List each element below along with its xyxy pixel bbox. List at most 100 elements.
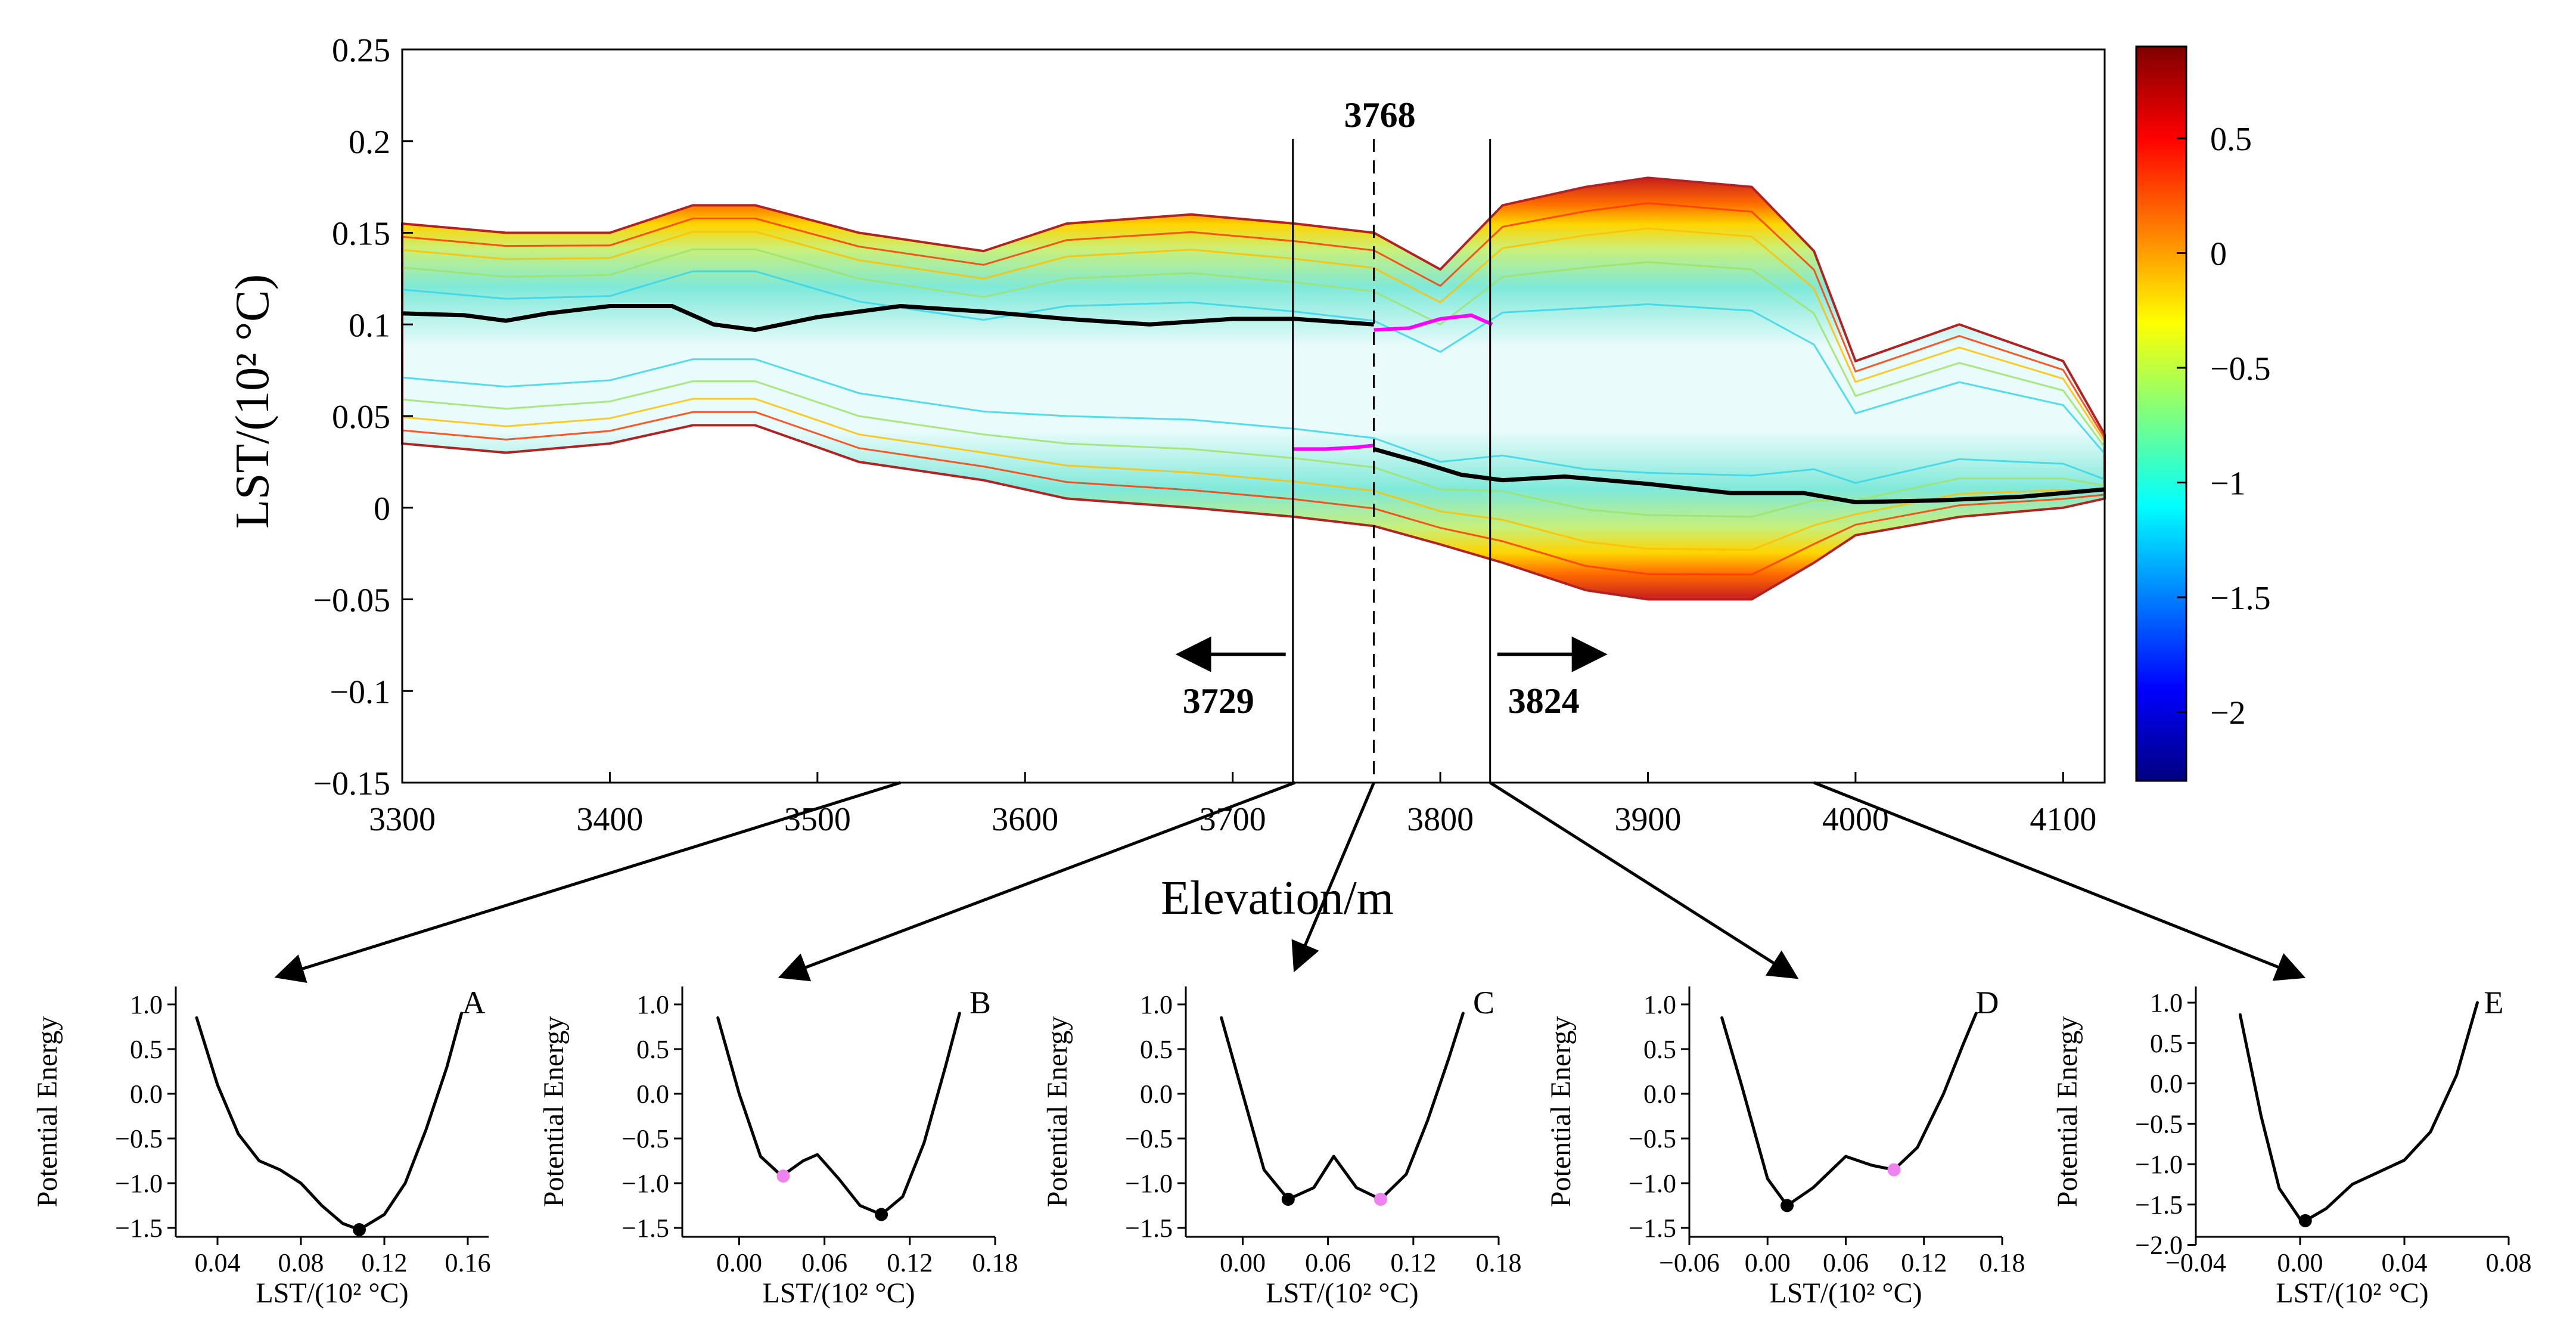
colorbar-tick-label: −1 [2210,466,2246,502]
subplot-y-axis-label: Potential Energy [1042,1016,1073,1207]
main-series-group [402,304,2105,504]
colorbar-tick-label: −0.5 [2210,350,2271,387]
subplot-y-tick-label: −1.5 [1629,1214,1676,1243]
x-tick-label: 4000 [1822,801,1889,838]
colorbar-gradient [2135,45,2187,782]
subplot-y-axis-label: Potential Energy [32,1016,63,1207]
subplot-x-tick-label: 0.06 [1823,1248,1869,1277]
contour-band [401,176,2106,601]
subplot-E: −0.04 0.00 0.04 0.08 1.0 0.5 0.0 −0.5 −1.0 −1.5 −2… [2052,985,2532,1309]
y-tick-label: −0.1 [330,674,390,711]
subplot-y-tick-label: 1.0 [636,990,669,1019]
connector-arrow [1291,782,1375,973]
potential-curve [1720,1012,1978,1207]
stable-point-marker [353,1223,366,1236]
threshold-label: 3768 [1344,95,1416,135]
x-tick-label: 4100 [2030,801,2096,838]
y-tick-label: 0.2 [349,124,390,161]
subplot-panel-label: B [970,985,991,1020]
subplot-y-tick-label: 1.0 [2150,988,2183,1017]
subplot-A: 0.04 0.08 0.12 0.16 1.0 0.5 0.0 −0.5 −1.0 −1.5 LST… [32,985,491,1309]
subplot-panel-label: A [462,985,486,1020]
threshold-label: 3824 [1508,681,1580,721]
main-x-ticks: 3300 3400 3500 3600 3700 3800 3900 4000 4100 [369,772,2096,838]
y-tick-label: 0.1 [349,307,390,344]
subplot-y-tick-label: 1.0 [1140,990,1173,1019]
y-tick-label: −0.15 [313,765,390,802]
subplot-y-axis-label: Potential Energy [2052,1016,2083,1207]
subplot-x-axis-label: LST/(10² °C) [762,1277,915,1309]
subplot-x-tick-label: −0.04 [2165,1248,2226,1277]
subplot-y-tick-label: −1.5 [622,1214,669,1243]
stable-point-marker [776,1169,790,1183]
subplot-x-tick-label: 0.00 [1220,1248,1266,1277]
subplot-x-tick-label: 0.00 [2277,1248,2323,1277]
subplot-y-tick-label: −1.0 [115,1169,163,1198]
connector-arrow [1813,781,2306,981]
potential-curve [2238,1001,2479,1223]
main-series-line [1292,443,1374,451]
stable-point-marker [1887,1163,1901,1177]
subplot-y-tick-label: 0.5 [2150,1029,2183,1058]
subplot-y-tick-label: −0.5 [1125,1124,1173,1153]
subplot-y-tick-label: −1.5 [2135,1190,2183,1220]
subplot-x-axis-label: LST/(10² °C) [2276,1277,2428,1309]
subplot-y-tick-label: 0.5 [1643,1035,1676,1064]
subplot-y-tick-label: 0.5 [636,1035,669,1064]
main-x-axis-label: Elevation/m [1161,872,1394,925]
subplot-y-tick-label: −1.0 [1629,1169,1676,1198]
subplot-x-tick-label: 0.06 [1305,1248,1351,1277]
subplot-x-axis-label: LST/(10² °C) [256,1277,408,1309]
subplot-y-axis-label: Potential Energy [538,1016,570,1207]
x-tick-label: 3800 [1407,801,1474,838]
x-tick-label: 3500 [784,801,851,838]
threshold-lines: 3729 3768 3824 [1175,95,1608,783]
main-series-line [1374,313,1493,332]
subplot-y-axis-label: Potential Energy [1545,1016,1577,1207]
subplot-x-tick-label: 0.12 [362,1248,408,1277]
connector-arrow [1489,781,1799,979]
subplot-B: 0.00 0.06 0.12 0.18 1.0 0.5 0.0 −0.5 −1.0 −1.5 LST… [538,985,1018,1309]
subplot-y-tick-label: 1.0 [1643,990,1676,1019]
subplot-x-tick-label: 0.18 [972,1248,1018,1277]
y-tick-label: −0.05 [313,582,390,619]
subplot-x-tick-label: 0.16 [445,1248,491,1277]
potential-curve [195,1012,463,1231]
colorbar-tick-label: 0.5 [2210,121,2252,158]
subplot-y-tick-label: 0.5 [130,1035,163,1064]
subplot-y-tick-label: −1.5 [1125,1214,1173,1243]
potential-curve [1220,1012,1465,1201]
subplot-x-tick-label: 0.18 [1476,1248,1522,1277]
main-y-ticks: −0.15 −0.1 −0.05 0 0.05 0.1 0.15 0.2 0.25 [313,32,413,802]
potential-subplots: 0.04 0.08 0.12 0.16 1.0 0.5 0.0 −0.5 −1.0 −1.5 LST… [32,985,2532,1309]
subplot-x-tick-label: 0.12 [1390,1248,1436,1277]
subplot-y-tick-label: −0.5 [2135,1109,2183,1138]
subplot-x-tick-label: 0.06 [801,1248,847,1277]
subplot-x-tick-label: 0.00 [1745,1248,1791,1277]
subplot-panel-label: E [2484,985,2504,1020]
contour-line [402,358,2105,484]
subplot-x-tick-label: 0.04 [2382,1248,2428,1277]
subplot-y-tick-label: −1.0 [2135,1150,2183,1179]
stable-point-marker [1281,1193,1295,1206]
subplot-y-tick-label: 0.0 [2150,1069,2183,1099]
colorbar-tick-label: 0 [2210,236,2227,273]
subplot-x-tick-label: 0.12 [887,1248,933,1277]
potential-curve [716,1012,961,1216]
subplot-x-axis-label: LST/(10² °C) [1769,1277,1922,1309]
colorbar: 0.5 0 −0.5 −1 −1.5 −2 [2135,45,2271,782]
subplot-x-axis-label: LST/(10² °C) [1266,1277,1418,1309]
subplot-y-tick-label: 0.0 [1140,1079,1173,1109]
connector-arrow [778,781,1296,982]
stable-point-marker [2298,1214,2312,1227]
subplot-y-tick-label: −1.5 [115,1214,163,1243]
subplot-panel-label: C [1473,985,1494,1020]
subplot-x-tick-label: 0.04 [195,1248,241,1277]
main-series-line [1373,447,2105,504]
subplot-x-tick-label: 0.18 [1980,1248,2025,1277]
x-tick-label: 3600 [992,801,1058,838]
subplot-x-tick-label: 0.08 [278,1248,324,1277]
subplot-panel-label: D [1976,985,1999,1020]
